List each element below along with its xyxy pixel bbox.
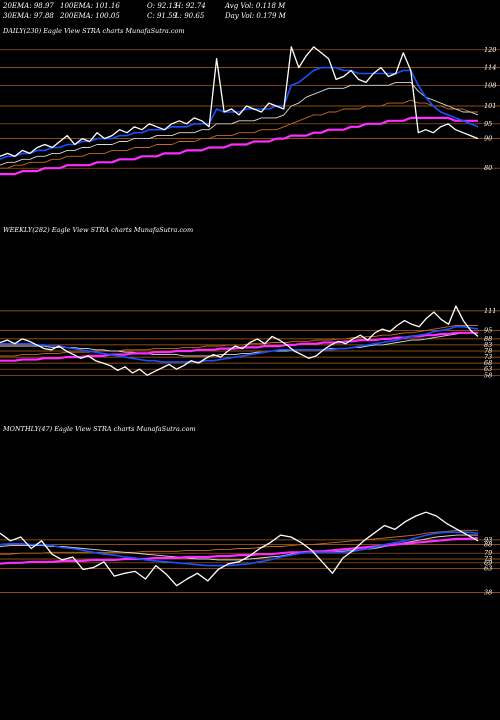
- weekly-ema-mid-line: [0, 332, 478, 357]
- monthly-ema-fast-line: [0, 531, 479, 567]
- monthly-tick-label-4: 69: [484, 559, 492, 567]
- monthly-ema-long-line: [0, 536, 479, 565]
- header-ema200: 200EMA: 100.05: [60, 12, 120, 20]
- daily-tick-label-2: 108: [484, 81, 496, 89]
- weekly-tick-label-8: 58: [484, 371, 492, 379]
- weekly-ema-fast-line: [0, 325, 479, 363]
- header-ema20: 20EMA: 98.97: [3, 2, 54, 10]
- header-high: H: 92.74: [175, 2, 206, 10]
- weekly-ema-slow-line: [0, 325, 478, 357]
- header-avg-vol: Avg Vol: 0.118 M: [225, 2, 286, 10]
- weekly-tick-label-5: 73: [484, 353, 492, 361]
- weekly-tick-label-6: 68: [484, 359, 492, 367]
- daily-ema-mid-line: [0, 81, 479, 166]
- weekly-tick-label-0: 111: [484, 307, 496, 315]
- daily-ema-long-line: [0, 116, 478, 176]
- monthly-tick-label-2: 79: [484, 549, 492, 557]
- monthly-tick-label-1: 88: [484, 541, 492, 549]
- header-low: L: 90.65: [175, 12, 205, 20]
- monthly-tick-label-5: 63: [484, 565, 492, 573]
- daily-chart-title: DAILY(230) Eagle View STRA charts Munafa…: [3, 27, 185, 35]
- daily-tick-label-4: 95: [484, 120, 492, 128]
- weekly-tick-label-4: 78: [484, 347, 492, 355]
- daily-tick-label-6: 80: [484, 164, 492, 172]
- daily-chart: 120 114 108 101 95 90 80: [0, 46, 500, 176]
- daily-tick-label-1: 114: [484, 64, 496, 72]
- daily-tick-label-3: 101: [484, 102, 496, 110]
- header-ema100: 100EMA: 101.16: [60, 2, 120, 10]
- daily-tick-label-0: 120: [484, 46, 496, 54]
- weekly-chart-title: WEEKLY(282) Eagle View STRA charts Munaf…: [3, 226, 194, 234]
- daily-ema-slow-line: [0, 99, 478, 169]
- header-close: C: 91.59: [147, 12, 177, 20]
- weekly-price-line: [0, 305, 479, 376]
- weekly-tick-label-2: 88: [484, 335, 492, 343]
- daily-ema-fast-line: [0, 66, 479, 161]
- monthly-tick-label-6: 38: [484, 588, 492, 596]
- header-open: O: 92.13: [147, 2, 178, 10]
- weekly-tick-label-1: 95: [484, 326, 492, 334]
- daily-price-line: [0, 46, 479, 157]
- header-day-vol: Day Vol: 0.179 M: [225, 12, 286, 20]
- monthly-tick-label-0: 93: [484, 536, 492, 544]
- weekly-tick-label-7: 63: [484, 365, 492, 373]
- monthly-tick-label-3: 73: [484, 555, 492, 563]
- monthly-ema-slow-line: [0, 529, 478, 555]
- monthly-price-line: [0, 511, 479, 587]
- header-ema30: 30EMA: 97.88: [3, 12, 54, 20]
- daily-tick-label-5: 90: [484, 135, 492, 143]
- weekly-tick-label-3: 83: [484, 341, 492, 349]
- monthly-chart-title: MONTHLY(47) Eagle View STRA charts Munaf…: [3, 425, 196, 433]
